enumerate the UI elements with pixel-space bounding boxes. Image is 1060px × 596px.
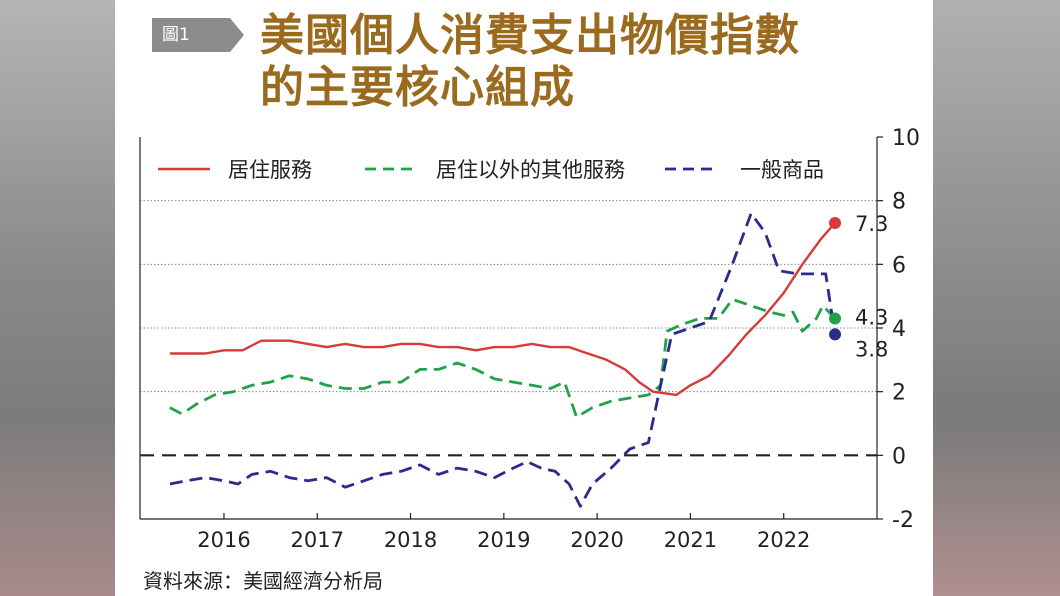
- legend-label-2: 居住以外的其他服務: [436, 158, 625, 182]
- y-tick-label: 10: [892, 126, 920, 151]
- background-left-strip: [0, 0, 115, 596]
- x-tick-label: 2022: [757, 528, 810, 552]
- y-tick-label: 8: [892, 190, 906, 215]
- series-end-label-3: 3.8: [855, 337, 888, 361]
- background-right-strip: [933, 0, 1060, 596]
- x-tick-label: 2021: [664, 528, 717, 552]
- series-end-marker-1: [829, 216, 842, 229]
- chart-title-line-1: 美國個人消費支出物價指數: [260, 10, 800, 61]
- x-tick-label: 2018: [384, 528, 437, 552]
- series-end-label-2: 4.3: [855, 305, 888, 329]
- figure-tag-label: 圖1: [162, 25, 190, 45]
- legend-label-1: 居住服務: [228, 158, 312, 182]
- series-end-marker-3: [829, 328, 842, 341]
- series-end-label-1: 7.3: [855, 212, 888, 236]
- series-end-marker-2: [829, 312, 842, 325]
- figure-card: [115, 0, 933, 596]
- series-line-2: [169, 297, 837, 419]
- y-tick-label: -2: [892, 508, 914, 533]
- series-line-1: [169, 222, 836, 397]
- figure-tag-shape: [152, 18, 244, 52]
- x-tick-label: 2020: [570, 528, 623, 552]
- x-tick-label: 2016: [197, 528, 250, 552]
- x-tick-label: 2017: [291, 528, 344, 552]
- source-note: 資料來源：美國經濟分析局: [143, 569, 383, 593]
- y-tick-label: 6: [892, 253, 906, 278]
- legend-label-3: 一般商品: [740, 158, 824, 182]
- series-line-3: [169, 212, 837, 508]
- x-tick-label: 2019: [477, 528, 530, 552]
- figure-tag: [152, 18, 244, 52]
- y-tick-label: 4: [892, 317, 906, 342]
- chart-title: 美國個人消費支出物價指數 的主要核心組成: [260, 10, 800, 114]
- y-tick-label: 0: [892, 444, 906, 469]
- y-tick-label: 2: [892, 381, 906, 406]
- chart-title-line-2: 的主要核心組成: [260, 62, 575, 113]
